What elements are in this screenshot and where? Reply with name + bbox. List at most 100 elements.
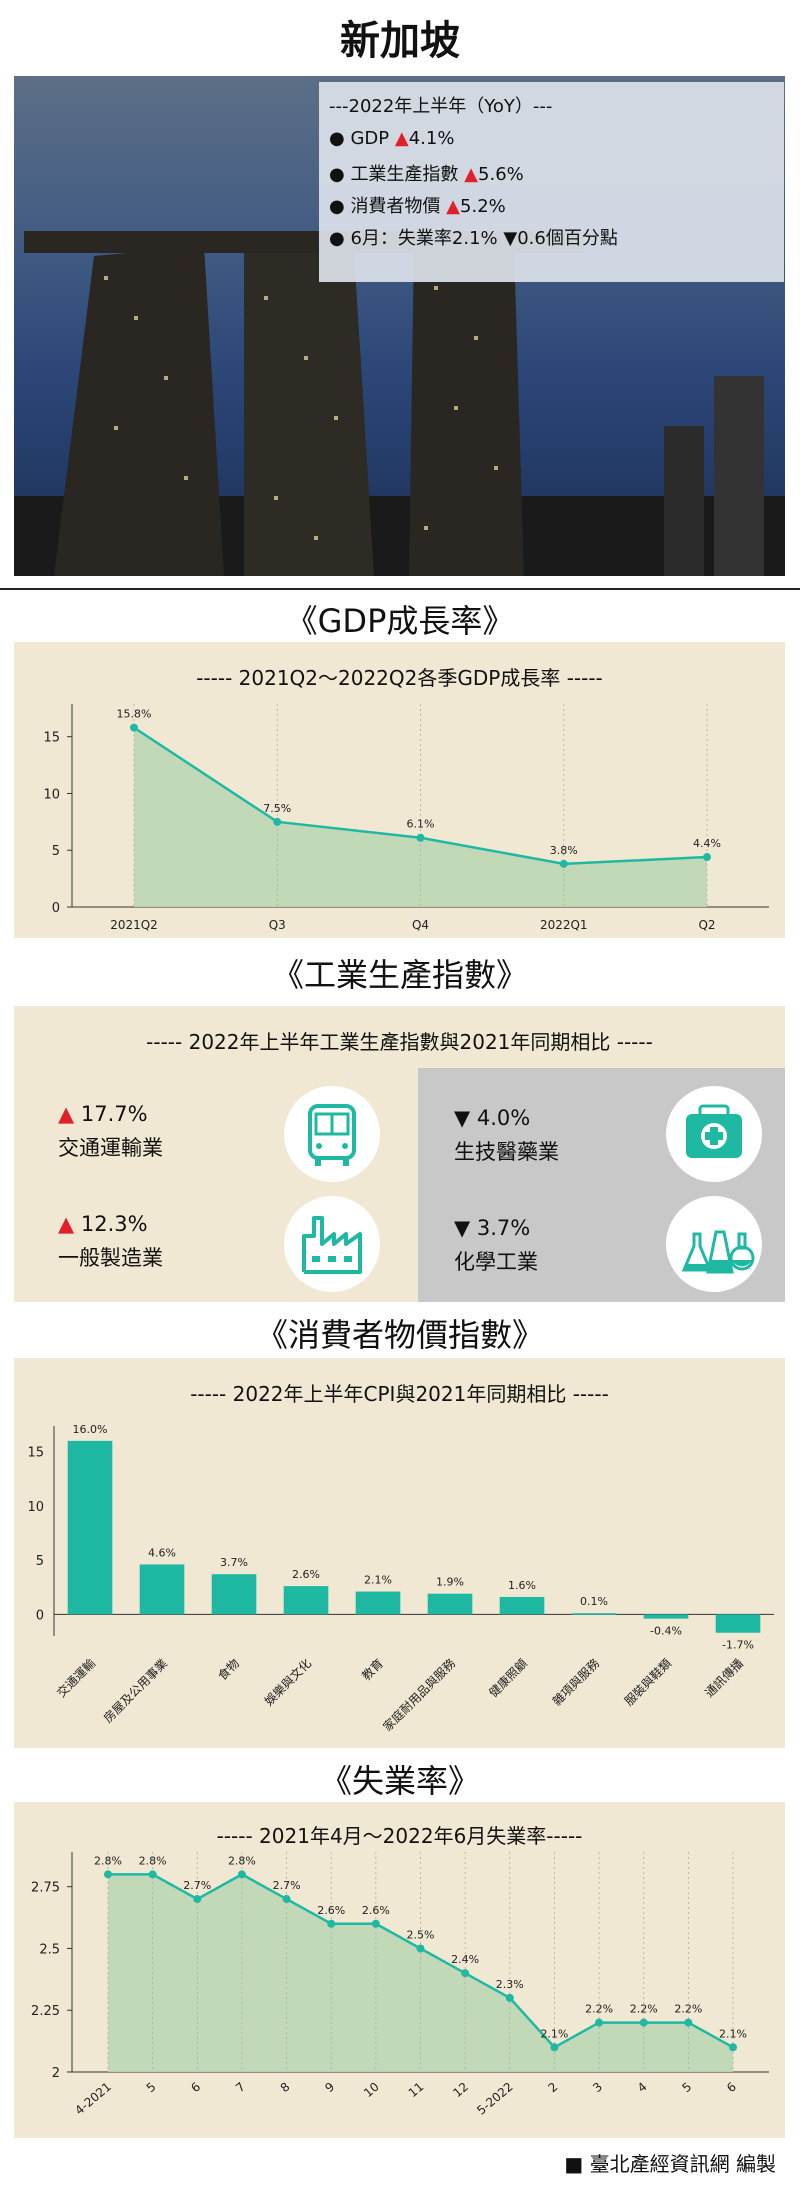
data-label: 2.2%	[585, 2003, 613, 2016]
data-label: 3.8%	[550, 844, 578, 857]
data-label: 2.8%	[228, 1854, 256, 1867]
x-tick-label: 房屋及公用事業	[100, 1656, 170, 1726]
section-title-cpi: 《消費者物價指數》	[255, 1316, 544, 1354]
bar	[283, 1586, 329, 1615]
data-label: 16.0%	[73, 1423, 108, 1436]
summary-header: ---2022年上半年（YoY）---	[329, 96, 553, 117]
unemployment-chart-panel: ----- 2021年4月～2022年6月失業率----- 2 2.25 2.5 2.…	[14, 1802, 785, 2138]
section-title-gdp: 《GDP成長率》	[285, 602, 515, 640]
industry-item-label: 交通運輸業	[58, 1136, 163, 1160]
data-label: 2.1%	[719, 2027, 747, 2040]
factory-icon	[284, 1196, 380, 1292]
page-title: 新加坡	[340, 18, 460, 64]
x-tick-label: 健康照顧	[486, 1656, 531, 1701]
x-tick-label: 食物	[215, 1656, 243, 1684]
x-tick-label: 11	[406, 2080, 427, 2101]
summary-box: ---2022年上半年（YoY）--- ● GDP ▲4.1% ● 工業生產指數…	[319, 82, 784, 282]
y-tick-label: 2.5	[39, 1942, 60, 1957]
gdp-chart-panel: ----- 2021Q2～2022Q2各季GDP成長率 ----- 0 5 10 15…	[14, 642, 785, 938]
industry-panel: ----- 2022年上半年工業生產指數與2021年同期相比 ----- ▲ 1…	[14, 1006, 785, 1302]
data-point	[273, 817, 282, 826]
industry-item-value: ▲ 17.7%	[58, 1102, 148, 1126]
industry-item-label: 一般製造業	[58, 1246, 163, 1270]
data-point	[729, 2043, 737, 2052]
x-tick-label: 2021Q2	[110, 918, 158, 932]
bar	[211, 1574, 257, 1615]
y-tick-label: 5	[52, 844, 60, 859]
data-point	[193, 1895, 202, 1904]
data-label: 2.5%	[407, 1928, 435, 1941]
x-tick-label: 教育	[359, 1656, 387, 1684]
y-tick-label: 2.25	[31, 2004, 60, 2019]
section-title-unemployment: 《失業率》	[319, 1762, 480, 1800]
data-label: -1.7%	[722, 1639, 754, 1652]
y-tick-label: 10	[43, 787, 60, 802]
industry-panel-title: ----- 2022年上半年工業生產指數與2021年同期相比 -----	[146, 1030, 653, 1054]
data-label: 2.1%	[364, 1574, 392, 1587]
x-tick-label: 雜項與服務	[549, 1656, 602, 1709]
y-tick-label: 2	[52, 2066, 60, 2081]
industry-item-label: 化學工業	[454, 1250, 538, 1274]
data-point	[559, 859, 568, 868]
x-tick-label: 8	[278, 2080, 293, 2096]
x-tick-label: 5	[679, 2080, 694, 2096]
unemployment-chart: 2 2.25 2.5 2.75 2.8% 4-2021 2.8% 5 2.7% 6 2.8% 7 2.7…	[31, 1852, 769, 2118]
y-tick-label: 0	[36, 1608, 44, 1623]
data-label: 1.6%	[508, 1579, 536, 1592]
y-tick-label: 10	[27, 1500, 44, 1515]
summary-item: ● 工業生產指數 ▲5.6%	[329, 164, 524, 185]
section-title-industry: 《工業生產指數》	[271, 956, 528, 994]
x-tick-label: 3	[590, 2080, 605, 2096]
data-point	[416, 833, 425, 842]
data-point	[703, 853, 711, 862]
data-label: 4.6%	[148, 1546, 176, 1559]
bus-icon	[284, 1086, 380, 1182]
divider	[0, 588, 800, 590]
x-tick-label: 6	[188, 2080, 203, 2096]
bar	[139, 1564, 185, 1615]
data-label: -0.4%	[650, 1625, 682, 1638]
summary-item: ● 6月：失業率2.1% ▼0.6個百分點	[329, 228, 618, 249]
data-label: 2.7%	[183, 1879, 211, 1892]
bar	[571, 1613, 617, 1615]
summary-item: ● GDP ▲4.1%	[329, 128, 455, 149]
cpi-chart-panel: ----- 2022年上半年CPI與2021年同期相比 ----- 0 5 10 15…	[14, 1358, 785, 1748]
data-label: 2.8%	[94, 1854, 122, 1867]
x-tick-label: 12	[450, 2080, 471, 2101]
bar	[715, 1614, 761, 1633]
x-tick-label: 5	[144, 2080, 159, 2096]
data-label: 4.4%	[693, 837, 721, 850]
data-point	[595, 2018, 604, 2027]
x-tick-label: 7	[233, 2080, 248, 2096]
x-tick-label: 4	[635, 2080, 650, 2096]
industry-item-value: ▲ 12.3%	[58, 1212, 148, 1236]
data-label: 7.5%	[263, 802, 291, 815]
data-label: 0.1%	[580, 1595, 608, 1608]
gdp-chart: 0 5 10 15 15.8% 2021Q2 7.5% Q3 6.1% Q4 3.8% 2022Q1 4…	[43, 704, 769, 932]
data-label: 2.4%	[451, 1953, 479, 1966]
data-point	[461, 1969, 470, 1978]
data-point	[639, 2018, 648, 2027]
data-label: 2.7%	[273, 1879, 301, 1892]
data-point	[550, 2043, 559, 2052]
bar	[355, 1591, 401, 1615]
data-label: 2.2%	[674, 2003, 702, 2016]
data-label: 2.8%	[139, 1854, 167, 1867]
x-tick-label: 10	[361, 2080, 382, 2101]
x-tick-label: 交通運輸	[54, 1656, 99, 1701]
data-point	[282, 1895, 291, 1904]
y-tick-label: 15	[43, 731, 60, 746]
data-point	[130, 723, 138, 732]
x-tick-label: 2	[546, 2080, 561, 2096]
x-tick-label: 服裝與鞋類	[621, 1656, 674, 1709]
data-point	[684, 2018, 693, 2027]
y-tick-label: 15	[27, 1446, 44, 1461]
y-tick-label: 0	[52, 901, 60, 916]
data-point	[237, 1870, 246, 1879]
x-tick-label: 6	[724, 2080, 739, 2096]
data-point	[416, 1944, 425, 1953]
data-label: 2.1%	[540, 2027, 568, 2040]
cpi-chart: 0 5 10 15 16.0% 交通運輸 4.6% 房屋及公用事業 3.7% 食物 2.6% 娛樂與文…	[27, 1423, 774, 1734]
unemployment-chart-title: ----- 2021年4月～2022年6月失業率-----	[216, 1824, 583, 1848]
data-label: 2.3%	[496, 1978, 524, 1991]
